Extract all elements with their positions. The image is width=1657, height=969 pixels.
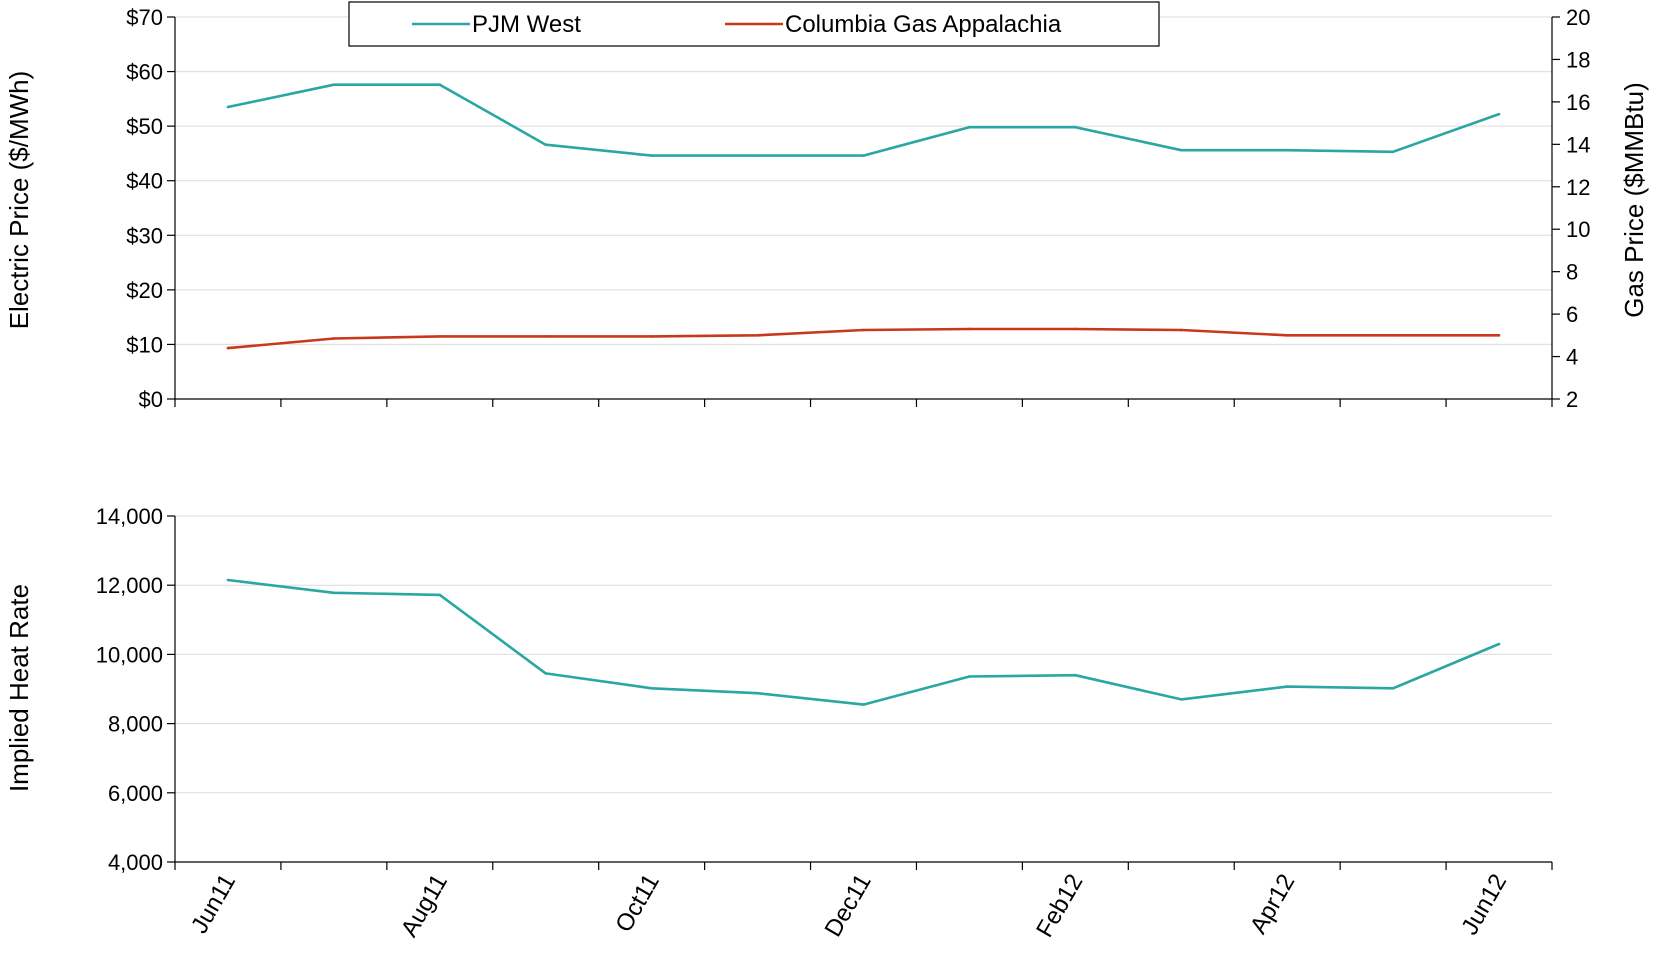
bottom-ytick-label: 8,000 [108, 712, 163, 737]
heat-rate-point [544, 672, 548, 675]
pjm-west-point [1074, 125, 1077, 129]
top-right-ytick-label: 6 [1566, 302, 1578, 327]
columbia-gas-point [1074, 327, 1077, 331]
series-line-columbia-gas [227, 327, 1499, 350]
top-right-ytick-label: 4 [1566, 345, 1578, 370]
x-tick-label: Apr12 [1245, 870, 1300, 939]
columbia-gas-point [1179, 328, 1183, 332]
pjm-west-point [650, 154, 653, 157]
heat-rate-point [438, 593, 442, 597]
pjm-west-point [438, 83, 442, 86]
pjm-west-point [862, 154, 865, 157]
heat-rate-point [862, 703, 865, 706]
pjm-west-point [756, 154, 759, 157]
columbia-gas-point [438, 335, 442, 338]
gas-price-axis-label: Gas Price ($MMBtu) [1619, 82, 1649, 318]
bottom-ytick-label: 14,000 [96, 504, 163, 529]
bottom-ytick-label: 12,000 [96, 573, 163, 598]
columbia-gas-point [968, 327, 971, 331]
heat-rate-axis-label: Implied Heat Rate [4, 584, 34, 792]
columbia-gas-point [862, 328, 865, 332]
heat-rate-point [332, 591, 336, 595]
top-axes: $0 $10 $20 $30 $40 $50 $60 $70 2 4 6 8 10 12 14 16 18 20 [126, 5, 1590, 412]
x-tick-label: Jun11 [186, 870, 241, 939]
pjm-west-point [1391, 150, 1395, 154]
top-left-ytick-label: $50 [126, 114, 163, 139]
top-right-ytick-label: 12 [1566, 175, 1590, 200]
pjm-west-point [1285, 148, 1289, 152]
top-left-ytick-label: $60 [126, 60, 163, 85]
bottom-ytick-label: 4,000 [108, 850, 163, 875]
top-left-ytick-label: $20 [126, 278, 163, 303]
legend-label-pjm-west: PJM West [472, 11, 581, 38]
columbia-gas-point [1285, 334, 1289, 337]
top-gridlines [175, 16, 1552, 345]
columbia-gas-point [756, 334, 759, 337]
columbia-gas-point [1497, 334, 1501, 337]
columbia-gas-point [1391, 334, 1395, 337]
heat-rate-point [1497, 642, 1501, 646]
pjm-west-point [1179, 148, 1183, 152]
heat-rate-point [1285, 685, 1289, 688]
pjm-west-point [226, 105, 230, 109]
x-tick-label: Jun12 [1456, 870, 1512, 940]
heat-rate-point [650, 687, 653, 690]
x-tick-label: Aug11 [396, 870, 453, 942]
legend: PJM West Columbia Gas Appalachia [348, 1, 1160, 47]
columbia-gas-point [650, 335, 653, 338]
x-tick-labels: Jun11 Aug11 Oct11 Dec11 Feb12 Apr12 Jun12 [186, 870, 1512, 942]
bottom-series [226, 578, 1501, 706]
electric-price-axis-label: Electric Price ($/MWh) [4, 71, 34, 330]
bottom-gridlines [175, 515, 1552, 794]
columbia-gas-point [544, 335, 548, 338]
pjm-west-point [332, 83, 336, 86]
electric-gas-price-panel: $0$10$20$30$40$50$60$702468101214161820 … [4, 1, 1649, 412]
x-tick-label: Oct11 [610, 870, 665, 937]
columbia-gas-point [332, 337, 336, 340]
top-right-ytick-label: 16 [1566, 90, 1590, 115]
series-line-pjm-west [227, 83, 1500, 157]
top-left-ytick-label: $30 [126, 223, 163, 248]
top-left-ytick-label: $0 [139, 387, 163, 412]
top-right-ytick-label: 20 [1566, 5, 1590, 30]
x-tick-label: Feb12 [1031, 870, 1088, 942]
columbia-gas-point [226, 346, 230, 350]
legend-label-columbia-gas: Columbia Gas Appalachia [785, 11, 1062, 38]
bottom-axes: 4,000 6,000 8,000 10,000 12,000 14,000 [96, 504, 1553, 875]
heat-rate-point [968, 675, 971, 678]
top-right-ytick-label: 8 [1566, 260, 1578, 285]
x-tick-label: Dec11 [820, 870, 877, 942]
pjm-west-point [544, 143, 548, 146]
pjm-west-point [1497, 112, 1501, 116]
heat-rate-point [1391, 687, 1395, 690]
top-left-ytick-label: $10 [126, 332, 163, 357]
top-left-ytick-label: $40 [126, 169, 163, 194]
bottom-ytick-label: 10,000 [96, 642, 163, 667]
bottom-ytick-label: 6,000 [108, 781, 163, 806]
heat-rate-line [227, 578, 1500, 706]
heat-rate-point [1179, 698, 1183, 701]
heat-rate-point [226, 578, 230, 582]
top-right-ytick-label: 10 [1566, 217, 1590, 242]
pjm-west-point [968, 125, 971, 129]
top-series [226, 83, 1501, 350]
heat-rate-point [756, 691, 759, 695]
heat-rate-panel: 4,000 6,000 8,000 10,000 12,000 14,000 Implie… [4, 504, 1553, 942]
top-right-ytick-label: 14 [1566, 132, 1590, 157]
top-left-ytick-label: $70 [126, 5, 163, 30]
top-right-ytick-label: 18 [1566, 47, 1590, 72]
heat-rate-point [1074, 673, 1077, 677]
top-right-ytick-label: 2 [1566, 387, 1578, 412]
